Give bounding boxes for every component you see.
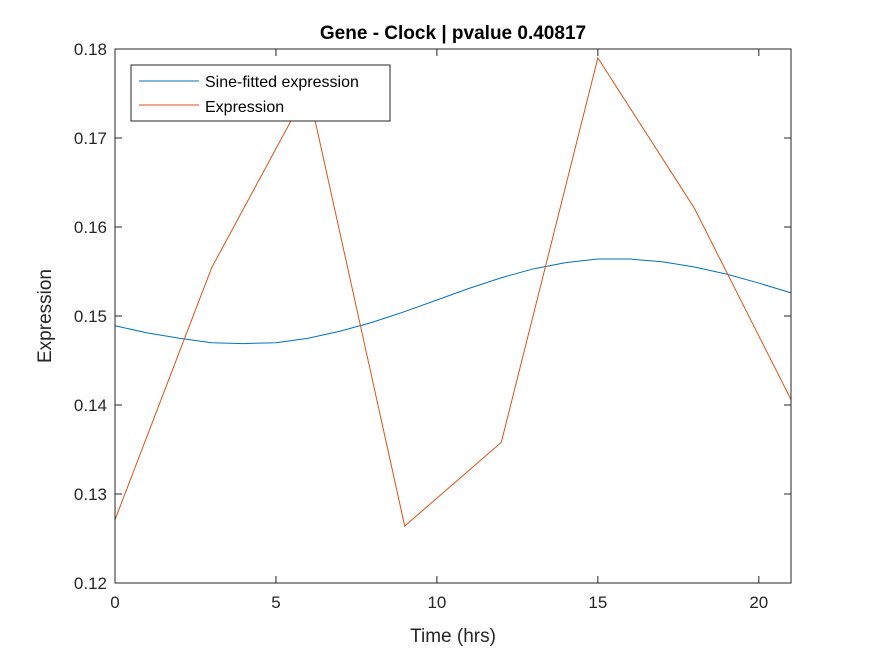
x-axis-label: Time (hrs) [410, 626, 496, 647]
chart-title: Gene - Clock | pvalue 0.40817 [320, 23, 586, 44]
legend-label-expression: Expression [205, 99, 284, 116]
y-tick-label: 0.13 [74, 485, 107, 504]
x-tick-label: 15 [588, 593, 607, 612]
series-line-expression [114, 56, 792, 527]
x-tick-label: 20 [749, 593, 768, 612]
x-tick-label: 0 [110, 593, 119, 612]
x-axis-ticks: 0 5 10 15 20 [110, 49, 768, 612]
x-tick-label: 10 [427, 593, 446, 612]
legend: Sine-fitted expression Expression [130, 64, 391, 122]
y-axis-ticks: 0.12 0.13 0.14 0.15 0.16 0.17 0.18 [74, 40, 791, 593]
y-tick-label: 0.16 [74, 218, 107, 237]
series-line-sine-fitted [114, 258, 792, 345]
y-tick-label: 0.17 [74, 129, 107, 148]
y-tick-label: 0.15 [74, 307, 107, 326]
y-tick-label: 0.18 [74, 40, 107, 59]
series-layer [114, 56, 792, 527]
plot-area [115, 49, 791, 583]
y-tick-label: 0.12 [74, 574, 107, 593]
x-tick-label: 5 [271, 593, 280, 612]
legend-box [130, 64, 391, 122]
legend-label-sine-fitted: Sine-fitted expression [205, 74, 359, 91]
y-axis-label: Expression [35, 269, 56, 363]
y-tick-label: 0.14 [74, 396, 107, 415]
